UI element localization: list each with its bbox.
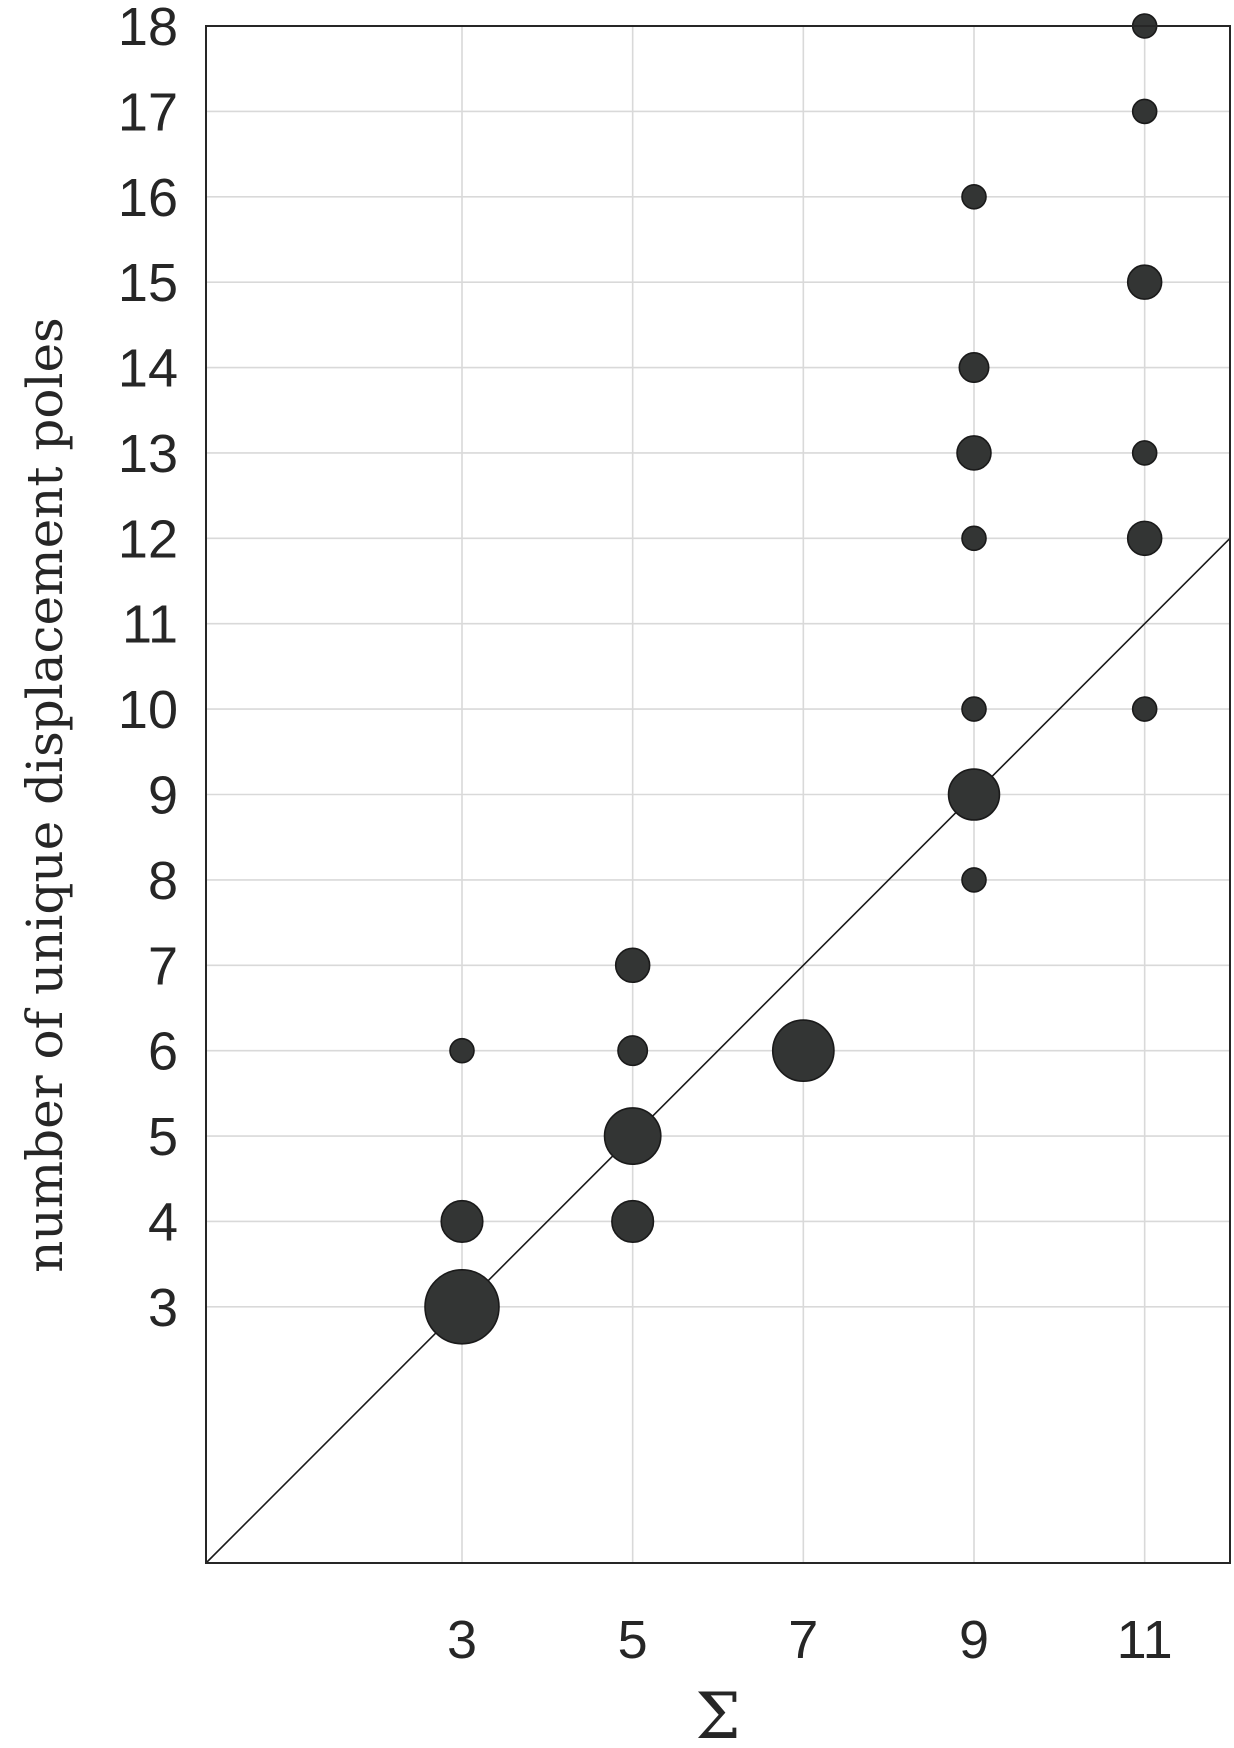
y-tick-label: 7 <box>148 936 178 996</box>
plot-area-border <box>205 25 1231 1564</box>
y-tick-label: 15 <box>118 253 178 313</box>
x-tick-label: 3 <box>447 1610 477 1670</box>
x-axis-title: Σ <box>695 1680 740 1748</box>
data-point <box>961 525 987 552</box>
y-tick-labels: 3 4 5 6 7 8 9 10 11 12 13 14 15 16 17 18 <box>118 0 178 1338</box>
y-tick-label: 8 <box>148 851 178 911</box>
y-tick-label: 5 <box>148 1107 178 1167</box>
data-point <box>1131 440 1158 466</box>
y-tick-label: 6 <box>148 1022 178 1082</box>
data-point <box>614 947 651 984</box>
y-tick-label: 4 <box>148 1192 178 1252</box>
x-tick-label: 7 <box>788 1610 818 1670</box>
reference-line <box>205 537 1231 1564</box>
data-point <box>771 1019 835 1083</box>
data-point <box>1126 520 1163 557</box>
data-point <box>956 435 992 471</box>
y-axis-title: number of unique displacement poles <box>16 317 74 1272</box>
data-point <box>1126 264 1163 300</box>
data-point <box>449 1037 475 1064</box>
y-tick-label: 12 <box>118 509 178 569</box>
data-points <box>424 13 1163 1345</box>
data-point <box>440 1199 484 1244</box>
grid <box>206 25 1230 1563</box>
data-point <box>1131 696 1158 722</box>
data-point <box>611 1199 655 1244</box>
y-tick-label: 14 <box>118 339 178 399</box>
x-tick-label: 5 <box>618 1610 648 1670</box>
y-tick-label: 9 <box>148 766 178 826</box>
x-tick-label: 9 <box>959 1610 989 1670</box>
data-point <box>947 768 1001 821</box>
y-tick-label: 16 <box>118 168 178 228</box>
y-tick-label: 18 <box>118 0 178 57</box>
reference-line-group <box>205 537 1231 1564</box>
x-tick-labels: 3 5 7 9 11 <box>447 1610 1173 1670</box>
y-tick-label: 3 <box>148 1278 178 1338</box>
data-point <box>958 352 990 384</box>
data-point <box>961 696 987 722</box>
data-point <box>961 183 987 210</box>
y-tick-label: 11 <box>122 595 178 655</box>
y-tick-label: 13 <box>118 424 178 484</box>
x-tick-label: 11 <box>1117 1610 1173 1670</box>
y-tick-label: 10 <box>118 680 178 740</box>
data-point <box>603 1107 662 1165</box>
data-point <box>617 1035 649 1067</box>
data-point <box>424 1269 500 1345</box>
data-point <box>961 867 987 893</box>
data-point <box>1131 98 1158 125</box>
y-tick-label: 17 <box>118 82 178 142</box>
